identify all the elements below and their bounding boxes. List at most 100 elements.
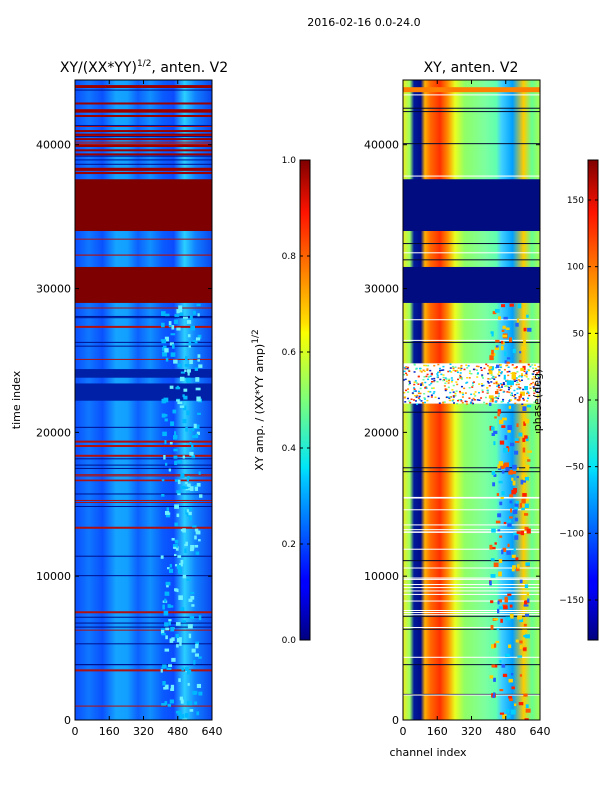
right-noise: [404, 367, 407, 370]
left-dark-line: [75, 626, 212, 628]
right-noise: [523, 370, 526, 373]
right-speckle: [500, 618, 503, 623]
right-noise: [527, 392, 530, 394]
right-stripe: [403, 509, 540, 511]
right-speckle: [508, 696, 513, 699]
right-speckle: [498, 606, 504, 610]
right-speckle: [499, 464, 505, 470]
left-speckle: [169, 385, 174, 389]
right-speckle: [517, 564, 520, 569]
right-speckle: [494, 416, 497, 419]
right-noise: [466, 376, 469, 379]
right-speckle: [518, 702, 524, 706]
left-red-line: [75, 440, 212, 443]
right-noise: [429, 375, 432, 378]
left-speckle: [168, 620, 171, 626]
left-speckle: [170, 626, 175, 632]
right-speckle: [516, 475, 519, 479]
right-speckle: [516, 531, 521, 534]
right-stripe: [403, 471, 540, 473]
right-noise: [514, 397, 517, 399]
right-noise: [517, 383, 520, 386]
right-noise: [448, 370, 451, 372]
right-speckle: [515, 322, 519, 327]
left-speckle: [176, 490, 181, 494]
right-noise: [510, 372, 513, 375]
right-speckle: [507, 543, 510, 547]
right-noise: [533, 389, 536, 392]
right-speckle: [493, 562, 499, 568]
right-noise: [536, 383, 539, 385]
right-speckle: [517, 655, 523, 658]
left-speckle: [189, 591, 195, 594]
left-dark-line: [75, 124, 212, 126]
left-dark-line: [75, 89, 212, 91]
right-noise: [499, 366, 502, 368]
right-speckle: [490, 600, 494, 604]
left-speckle: [178, 309, 183, 314]
right-noise: [456, 369, 459, 372]
left-speckle: [189, 451, 194, 456]
right-noise: [484, 396, 487, 399]
right-noise: [476, 373, 479, 375]
right-noise: [516, 381, 519, 384]
right-noise: [439, 378, 442, 381]
right-noise: [526, 391, 529, 393]
right-noise: [444, 388, 447, 390]
right-noise: [514, 402, 517, 405]
right-noise: [447, 382, 450, 384]
right-noise: [516, 371, 519, 373]
right-speckle: [507, 428, 511, 433]
right-noise: [420, 400, 423, 402]
right-noise: [426, 368, 429, 370]
left-speckle: [173, 359, 178, 364]
right-noise: [532, 373, 535, 375]
left-speckle: [178, 678, 181, 682]
left-speckle: [186, 483, 191, 488]
right-noise: [450, 381, 453, 383]
right-speckle: [490, 331, 494, 334]
right-speckle: [503, 521, 507, 525]
left-speckle: [196, 683, 202, 688]
right-noise: [519, 380, 522, 382]
right-noise: [535, 400, 538, 402]
right-noise: [411, 392, 414, 394]
left-speckle: [186, 669, 192, 675]
right-noise: [423, 364, 426, 367]
right-noise: [536, 396, 539, 399]
right-noise: [511, 364, 514, 366]
left-speckle: [174, 479, 180, 482]
right-noise: [532, 381, 535, 384]
right-speckle: [523, 604, 529, 607]
right-speckle: [526, 528, 531, 534]
left-red-line: [75, 153, 212, 156]
right-noise: [403, 379, 406, 381]
left-speckle: [176, 564, 181, 569]
left-speckle: [170, 421, 175, 426]
right-speckle: [498, 480, 503, 484]
left-speckle: [185, 488, 191, 491]
right-noise: [423, 370, 426, 373]
left-saturated-band: [75, 179, 212, 232]
right-noise: [460, 398, 463, 401]
y-tick-label: 10000: [364, 570, 399, 583]
right-speckle: [505, 616, 511, 621]
right-noise: [533, 392, 536, 395]
left-speckle: [169, 638, 174, 643]
right-stripe: [403, 612, 540, 614]
right-noise: [487, 372, 490, 375]
right-noise: [426, 373, 429, 376]
left-speckle: [194, 701, 198, 705]
left-speckle: [193, 423, 197, 429]
right-noise: [493, 378, 496, 380]
left-speckle: [188, 345, 191, 348]
right-noise: [496, 389, 499, 391]
left-speckle: [184, 356, 188, 361]
right-noise: [413, 388, 416, 390]
left-speckle: [188, 598, 193, 602]
left-speckle: [164, 622, 169, 627]
right-noise: [406, 367, 409, 370]
right-speckle: [514, 506, 518, 511]
right-speckle: [516, 423, 519, 428]
right-speckle: [527, 459, 531, 462]
